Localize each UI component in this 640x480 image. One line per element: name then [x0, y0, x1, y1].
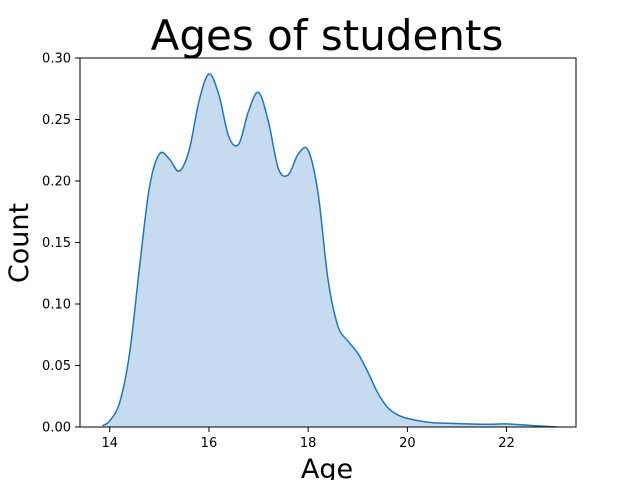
density-area-fill [102, 73, 557, 427]
y-axis-label: Count [4, 203, 35, 283]
x-tick-label: 22 [498, 436, 515, 451]
x-axis: 14 16 18 20 22 [101, 427, 515, 451]
density-line [101, 73, 557, 428]
x-tick-label: 18 [300, 436, 317, 451]
x-tick-label: 20 [399, 436, 416, 451]
x-axis-label: Age [301, 454, 353, 480]
chart-title: Ages of students [151, 11, 504, 60]
y-tick-label: 0.15 [42, 236, 71, 251]
y-tick-label: 0.20 [42, 175, 71, 190]
y-tick-label: 0.00 [42, 421, 71, 436]
y-tick-label: 0.25 [42, 113, 71, 128]
y-tick-label: 0.05 [42, 359, 71, 374]
y-tick-label: 0.30 [42, 52, 71, 67]
x-tick-label: 14 [101, 436, 118, 451]
y-tick-label: 0.10 [42, 298, 71, 313]
plot-area [101, 73, 557, 428]
x-tick-label: 16 [201, 436, 218, 451]
y-axis: 0.00 0.05 0.10 0.15 0.20 0.25 0.30 [42, 52, 80, 436]
